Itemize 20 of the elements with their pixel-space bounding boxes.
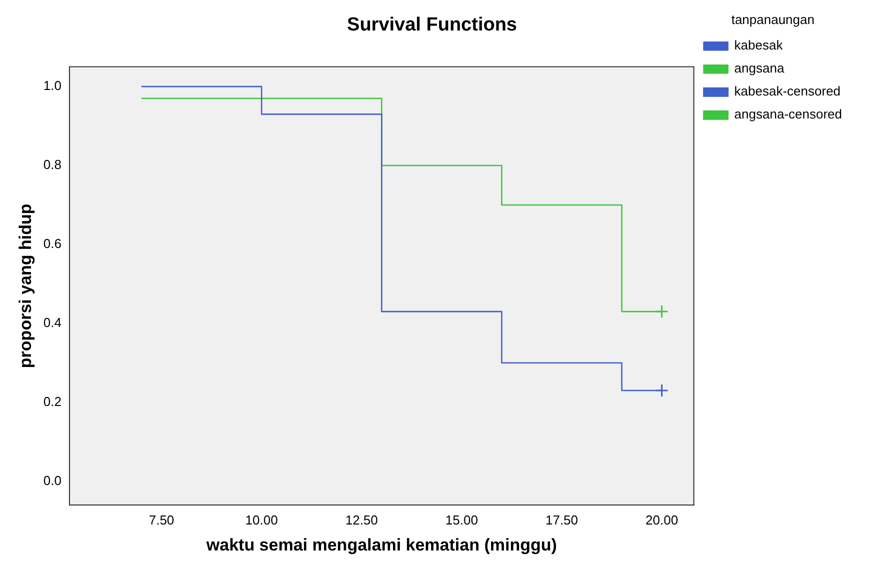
legend-label: kabesak bbox=[734, 38, 784, 53]
y-tick-label: 1.0 bbox=[43, 78, 62, 94]
legend-label: kabesak-censored bbox=[734, 84, 841, 99]
x-tick-label: 7.50 bbox=[148, 512, 174, 528]
y-axis-title: proporsi yang hidup bbox=[16, 204, 35, 368]
x-tick-label: 12.50 bbox=[345, 512, 378, 528]
legend-title: tanpanaungan bbox=[731, 12, 814, 28]
y-tick-label: 0.2 bbox=[43, 394, 62, 409]
y-tick-label: 0.4 bbox=[43, 314, 62, 330]
chart-title: Survival Functions bbox=[347, 14, 517, 36]
legend-label: angsana-censored bbox=[734, 106, 842, 122]
y-tick-label: 0.0 bbox=[43, 472, 62, 488]
x-axis-title: waktu semai mengalami kematian (minggu) bbox=[205, 535, 557, 554]
y-tick-label: 0.6 bbox=[43, 236, 62, 252]
x-tick-label: 17.50 bbox=[545, 512, 578, 528]
y-tick-label: 0.8 bbox=[43, 157, 62, 172]
legend-label: angsana bbox=[734, 60, 785, 76]
x-tick-label: 15.00 bbox=[445, 512, 478, 528]
x-tick-label: 10.00 bbox=[245, 512, 278, 528]
x-tick-label: 20.00 bbox=[646, 512, 678, 528]
